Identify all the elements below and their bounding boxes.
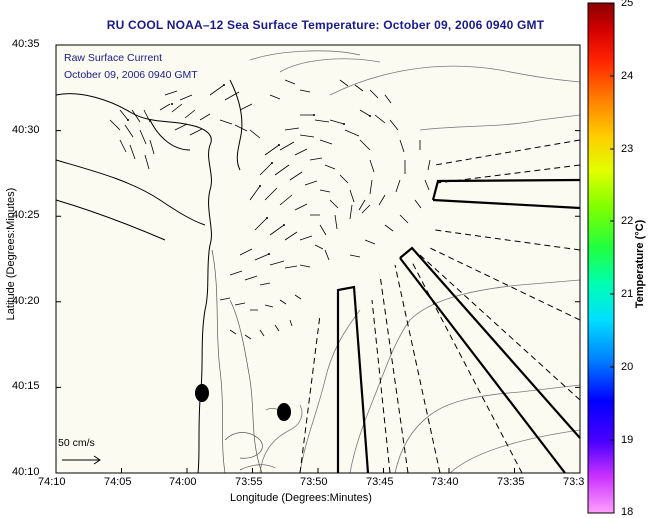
colorbar-tick-25: 25 xyxy=(621,0,634,9)
x-tick-label: 73:55 xyxy=(235,476,263,488)
x-tick-label: 74:05 xyxy=(104,476,132,488)
colorbar-ticks xyxy=(610,75,614,441)
surface-current-vectors xyxy=(109,79,431,340)
map-title: RU COOL NOAA–12 Sea Surface Temperature:… xyxy=(106,18,545,32)
colorbar-tick-24: 24 xyxy=(621,70,634,82)
x-tick-label: 74:10 xyxy=(38,476,66,488)
shipping-lane-boundaries xyxy=(299,139,581,474)
colorbar-tick-20: 20 xyxy=(621,361,634,373)
legend-title: Raw Surface Current xyxy=(64,52,163,64)
y-tick-label: 40:10 xyxy=(12,466,40,478)
colorbar-tick-18: 18 xyxy=(621,506,634,518)
colorbar-label: Temperature (°C) xyxy=(634,219,646,309)
y-tick-label: 40:30 xyxy=(12,124,40,136)
bathymetry-contours xyxy=(249,50,581,474)
x-tick-label: 73:40 xyxy=(431,476,459,488)
x-tick-label: 73:35 xyxy=(497,476,525,488)
axis-ticks xyxy=(55,44,580,474)
shipping-lane-outlines xyxy=(336,178,581,474)
station-marker-2 xyxy=(277,403,291,421)
scale-label: 50 cm/s xyxy=(58,437,95,449)
colorbar-tick-22: 22 xyxy=(621,215,634,227)
x-tick-label: 73:50 xyxy=(300,476,328,488)
colorbar-tick-23: 23 xyxy=(621,143,634,155)
y-tick-label: 40:35 xyxy=(12,38,40,50)
scale-arrow xyxy=(62,455,101,465)
surface-current-vector-heads xyxy=(127,84,371,255)
colorbar xyxy=(587,2,615,514)
map-background xyxy=(56,45,580,473)
y-axis-label: Latitude (Degrees:Minutes) xyxy=(5,187,17,321)
legend-timestamp: October 09, 2006 0940 GMT xyxy=(64,69,198,81)
x-axis-label: Longitude (Degrees:Minutes) xyxy=(230,492,372,504)
y-tick-label: 40:20 xyxy=(12,295,40,307)
x-tick-label: 73:3 xyxy=(563,476,585,488)
y-tick-label: 40:25 xyxy=(12,209,40,221)
y-tick-label: 40:15 xyxy=(12,380,40,392)
station-marker-1 xyxy=(195,384,209,402)
coastline xyxy=(55,79,243,474)
colorbar-tick-21: 21 xyxy=(621,288,634,300)
x-tick-label: 74:00 xyxy=(169,476,197,488)
colorbar-tick-19: 19 xyxy=(621,434,634,446)
x-tick-label: 73:45 xyxy=(366,476,394,488)
